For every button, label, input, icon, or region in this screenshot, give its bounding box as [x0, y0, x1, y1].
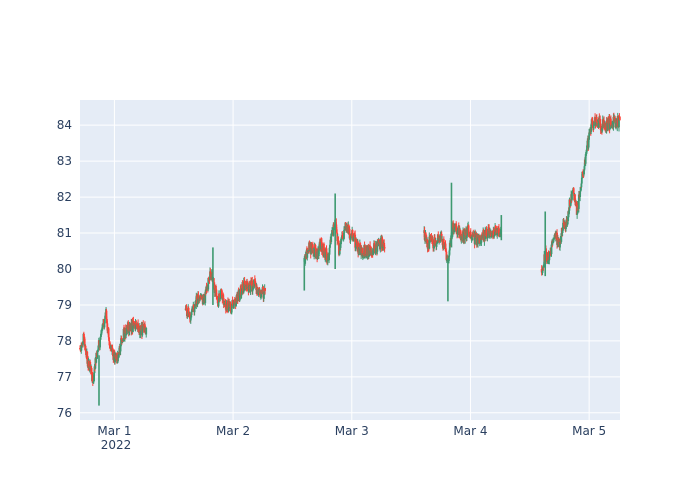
candle-body — [194, 308, 196, 312]
y-tick-label: 76 — [57, 406, 72, 420]
candle-body — [619, 117, 621, 120]
candle-body — [231, 306, 233, 313]
x-tick-label: Mar 3 — [335, 424, 369, 438]
candle-body — [581, 184, 583, 188]
candle-body — [85, 346, 87, 351]
y-tick-label: 78 — [57, 334, 72, 348]
y-tick-label: 77 — [57, 370, 72, 384]
y-tick-label: 81 — [57, 226, 72, 240]
x-axis-ticks: Mar 1 Mar 2 Mar 3 Mar 4 Mar 5 — [97, 424, 606, 438]
candle-body — [384, 247, 386, 249]
candle-body — [599, 119, 601, 124]
y-tick-label: 80 — [57, 262, 72, 276]
candle-body — [145, 328, 147, 334]
x-tick-label: Mar 2 — [216, 424, 250, 438]
y-tick-label: 84 — [57, 118, 72, 132]
candle-body — [494, 235, 496, 236]
candle-body — [336, 229, 338, 232]
x-tick-label: Mar 1 — [97, 424, 131, 438]
candle-body — [571, 193, 573, 200]
x-tick-label: Mar 4 — [453, 424, 487, 438]
y-axis-ticks: 76 77 78 79 80 81 82 83 84 — [57, 118, 72, 420]
candle-body — [264, 288, 266, 291]
plot-background — [80, 100, 620, 420]
y-tick-label: 79 — [57, 298, 72, 312]
y-tick-label: 82 — [57, 190, 72, 204]
candle-body — [343, 230, 345, 239]
candle-body — [330, 234, 332, 242]
x-tick-label: Mar 5 — [572, 424, 606, 438]
y-tick-label: 83 — [57, 154, 72, 168]
candle-body — [108, 337, 110, 341]
x-year-label: 2022 — [101, 438, 132, 452]
candle-body — [468, 226, 470, 234]
candle-body — [93, 381, 95, 382]
